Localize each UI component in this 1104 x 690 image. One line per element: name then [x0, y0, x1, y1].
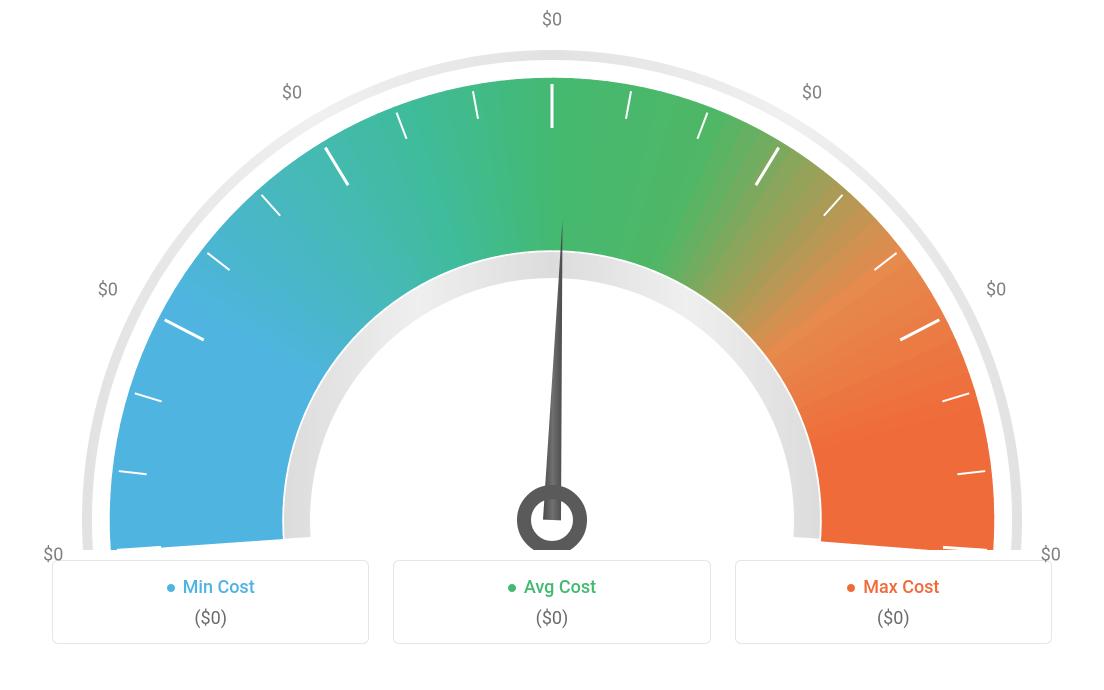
legend-dot-min — [167, 584, 175, 592]
legend-value-max: ($0) — [877, 608, 910, 629]
legend-row: Min Cost ($0) Avg Cost ($0) Max Cost ($0… — [52, 560, 1052, 644]
legend-text-avg: Avg Cost — [524, 577, 596, 598]
scale-label: $0 — [542, 10, 562, 31]
legend-text-min: Min Cost — [183, 577, 255, 598]
scale-label: $0 — [98, 280, 118, 301]
legend-value-min: ($0) — [194, 608, 227, 629]
scale-label: $0 — [802, 82, 822, 103]
legend-value-avg: ($0) — [536, 608, 569, 629]
scale-label: $0 — [282, 82, 302, 103]
legend-card-min: Min Cost ($0) — [52, 560, 369, 644]
legend-card-avg: Avg Cost ($0) — [393, 560, 710, 644]
legend-label-min: Min Cost — [167, 577, 255, 598]
gauge-svg — [32, 10, 1072, 550]
legend-dot-max — [847, 584, 855, 592]
legend-label-max: Max Cost — [847, 577, 939, 598]
legend-dot-avg — [508, 584, 516, 592]
legend-card-max: Max Cost ($0) — [735, 560, 1052, 644]
scale-label: $0 — [1041, 544, 1061, 565]
legend-text-max: Max Cost — [863, 577, 939, 598]
gauge-chart: $0$0$0$0$0$0$0 — [32, 10, 1072, 550]
scale-label: $0 — [986, 280, 1006, 301]
scale-label: $0 — [43, 544, 63, 565]
legend-label-avg: Avg Cost — [508, 577, 596, 598]
